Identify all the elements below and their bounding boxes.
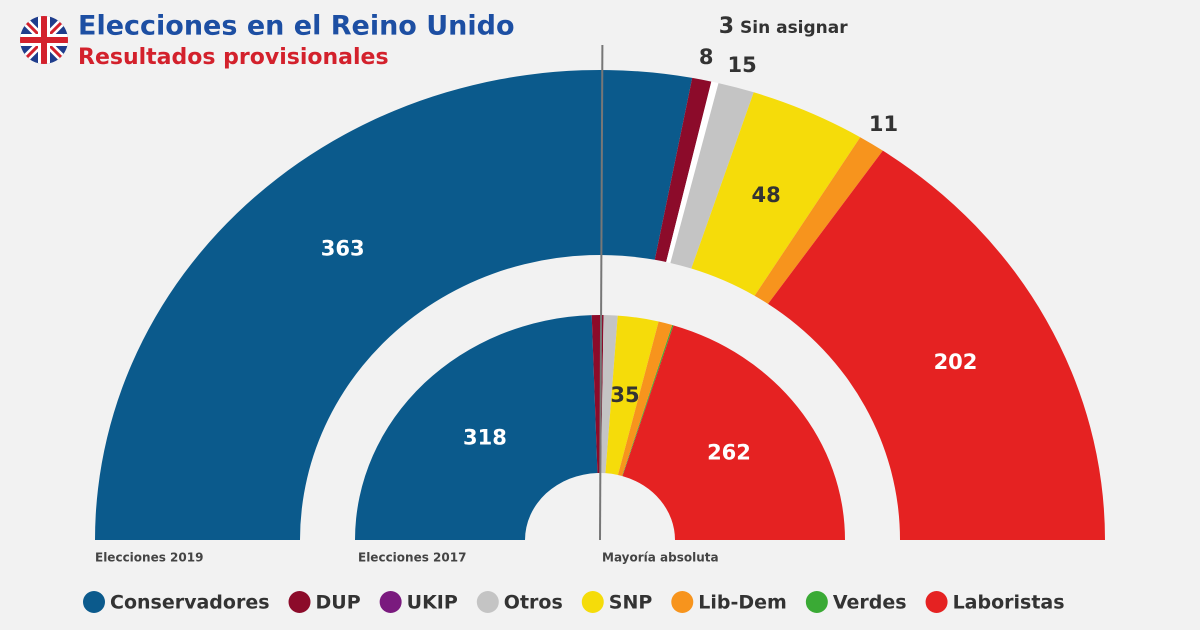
legend-marker — [925, 591, 948, 613]
segment — [622, 325, 845, 540]
value-label: 8 — [699, 45, 714, 69]
legend-label: Laboristas — [953, 592, 1065, 614]
ring-label: Elecciones 2017 — [358, 551, 466, 565]
segment — [95, 69, 693, 540]
legend-label: DUP — [316, 592, 361, 614]
legend-marker — [288, 591, 311, 613]
legend-label: Conservadores — [110, 592, 270, 614]
majority-label: Mayoría absoluta — [602, 551, 719, 565]
segment — [355, 315, 598, 540]
legend-marker — [671, 591, 694, 613]
value-label: 11 — [869, 112, 898, 136]
segment — [691, 92, 861, 296]
segment — [601, 315, 618, 474]
chart-subtitle: Resultados provisionales — [78, 45, 389, 70]
ring-label: Elecciones 2019 — [95, 551, 203, 565]
segment — [670, 83, 754, 269]
chart-title: Elecciones en el Reino Unido — [78, 11, 515, 42]
segment — [617, 321, 673, 476]
legend-marker — [581, 591, 604, 613]
value-label: 15 — [728, 53, 757, 77]
segment — [605, 315, 659, 475]
legend-marker — [83, 591, 105, 613]
segment — [754, 137, 883, 304]
legend-label: Otros — [504, 592, 563, 614]
legend-label: Verdes — [833, 592, 907, 614]
value-label: 35 — [610, 383, 639, 407]
plot-area: 363 8 15 48 11 202 Elecciones 2019 318 35 262 Elec… — [83, 14, 1105, 614]
segment — [654, 77, 712, 263]
value-label: 363 — [321, 237, 365, 261]
unassigned-value: 3 — [719, 14, 734, 39]
value-label: 318 — [463, 426, 507, 450]
legend-label: SNP — [609, 592, 653, 614]
legend-marker — [379, 591, 402, 613]
value-label: 202 — [934, 350, 978, 374]
segment — [768, 150, 1105, 541]
legend-marker — [476, 591, 499, 613]
segment — [666, 81, 719, 263]
segment — [622, 325, 674, 477]
unassigned-label: Sin asignar — [740, 18, 848, 38]
value-label: 48 — [751, 183, 780, 207]
majority-line — [599, 45, 604, 541]
legend-label: UKIP — [407, 592, 458, 614]
value-label: 262 — [707, 441, 751, 465]
legend-label: Lib-Dem — [698, 592, 787, 614]
legend-marker — [805, 591, 828, 613]
